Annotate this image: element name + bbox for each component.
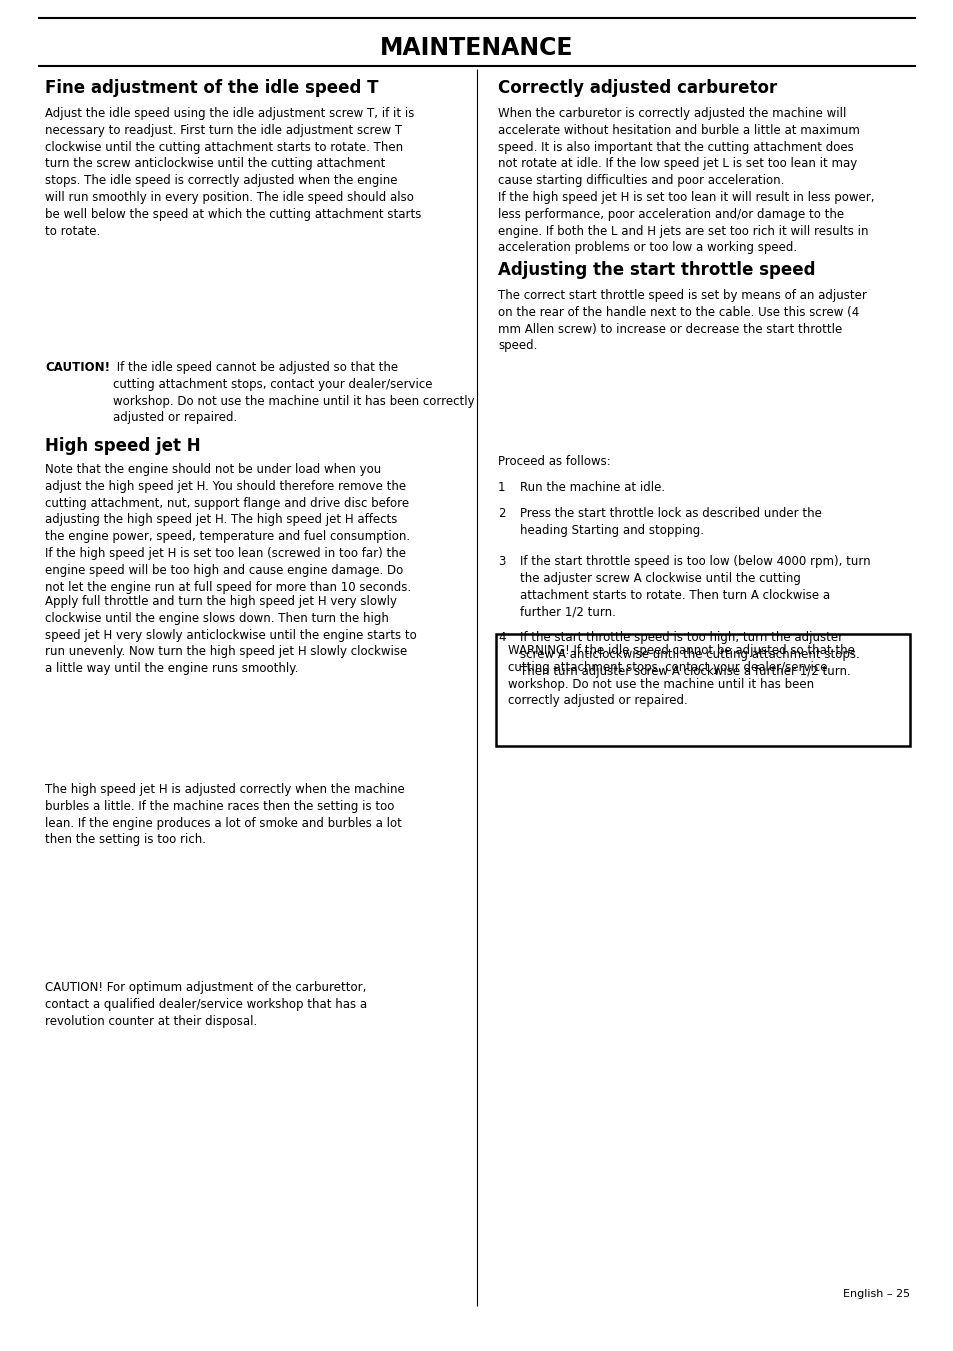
Text: Note that the engine should not be under load when you
adjust the high speed jet: Note that the engine should not be under… [45, 463, 411, 593]
Text: CAUTION! For optimum adjustment of the carburettor,
contact a qualified dealer/s: CAUTION! For optimum adjustment of the c… [45, 981, 367, 1028]
Text: Correctly adjusted carburetor: Correctly adjusted carburetor [497, 78, 777, 97]
Text: CAUTION!: CAUTION! [45, 361, 110, 374]
Text: 2: 2 [497, 507, 505, 520]
Text: 4: 4 [497, 631, 505, 644]
Text: Adjusting the start throttle speed: Adjusting the start throttle speed [497, 261, 815, 280]
Text: 3: 3 [497, 555, 505, 567]
Text: The high speed jet H is adjusted correctly when the machine
burbles a little. If: The high speed jet H is adjusted correct… [45, 784, 404, 846]
Text: Adjust the idle speed using the idle adjustment screw T, if it is
necessary to r: Adjust the idle speed using the idle adj… [45, 107, 421, 238]
Text: If the high speed jet H is set too lean it will result in less power,
less perfo: If the high speed jet H is set too lean … [497, 190, 874, 254]
Text: If the start throttle speed is too high, turn the adjuster
screw A anticlockwise: If the start throttle speed is too high,… [519, 631, 859, 678]
Text: Press the start throttle lock as described under the
heading Starting and stoppi: Press the start throttle lock as describ… [519, 507, 821, 536]
Text: Fine adjustment of the idle speed T: Fine adjustment of the idle speed T [45, 78, 378, 97]
Text: When the carburetor is correctly adjusted the machine will
accelerate without he: When the carburetor is correctly adjuste… [497, 107, 859, 188]
Text: High speed jet H: High speed jet H [45, 436, 200, 455]
Text: Proceed as follows:: Proceed as follows: [497, 455, 610, 467]
Text: If the start throttle speed is too low (below 4000 rpm), turn
the adjuster screw: If the start throttle speed is too low (… [519, 555, 870, 619]
Text: 1: 1 [497, 481, 505, 494]
Text: Run the machine at idle.: Run the machine at idle. [519, 481, 664, 494]
Text: The correct start throttle speed is set by means of an adjuster
on the rear of t: The correct start throttle speed is set … [497, 289, 866, 353]
Text: MAINTENANCE: MAINTENANCE [380, 36, 573, 59]
FancyBboxPatch shape [496, 634, 909, 746]
Text: Apply full throttle and turn the high speed jet H very slowly
clockwise until th: Apply full throttle and turn the high sp… [45, 594, 416, 676]
Text: English – 25: English – 25 [842, 1289, 909, 1300]
Text: WARNING! If the idle speed cannot be adjusted so that the
cutting attachment sto: WARNING! If the idle speed cannot be adj… [507, 644, 854, 708]
Text: If the idle speed cannot be adjusted so that the
cutting attachment stops, conta: If the idle speed cannot be adjusted so … [112, 361, 475, 424]
